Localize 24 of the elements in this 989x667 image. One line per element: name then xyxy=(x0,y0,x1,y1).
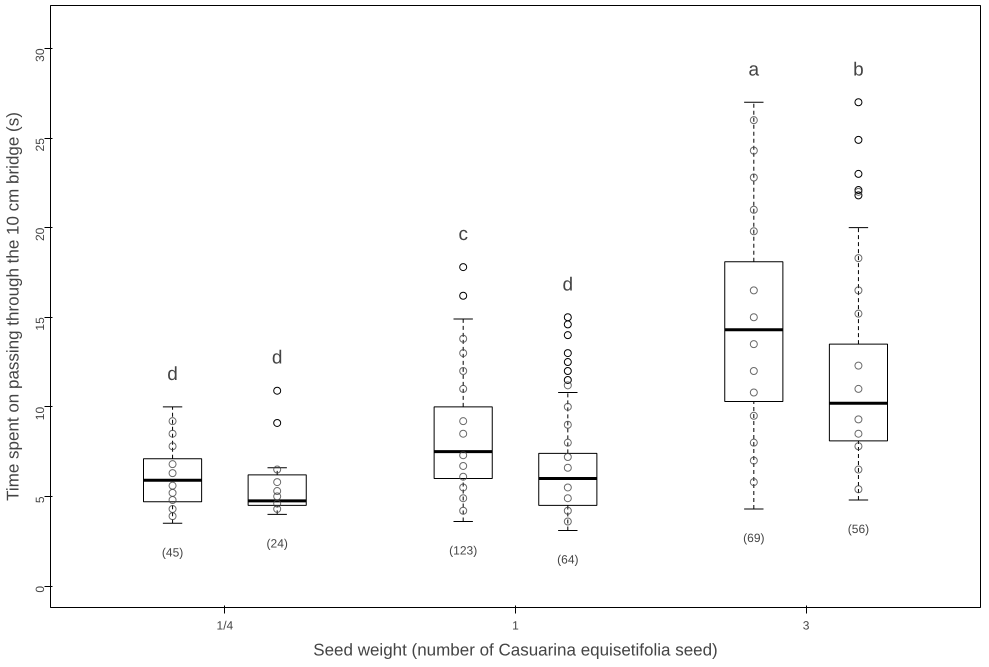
y-axis-title: Time spent on passing through the 10 cm bridge (s) xyxy=(4,112,22,501)
x-tick-label: 1/4 xyxy=(216,618,234,632)
y-tick-label: 15 xyxy=(33,316,47,331)
x-axis-title: Seed weight (number of Casuarina equisetifolia seed) xyxy=(313,640,718,660)
annotation: b xyxy=(853,59,864,80)
annotation: (123) xyxy=(449,544,478,558)
x-tick-label: 1 xyxy=(512,618,520,632)
annotation: a xyxy=(748,59,760,80)
y-tick-label: 0 xyxy=(33,586,47,593)
annotation: d xyxy=(272,348,282,369)
annotation: (56) xyxy=(848,522,870,536)
y-tick-label: 30 xyxy=(33,48,47,62)
annotation: c xyxy=(458,224,468,246)
x-tick-label: 3 xyxy=(802,618,810,632)
annotation: (45) xyxy=(162,545,184,560)
y-tick-label: 10 xyxy=(33,406,47,420)
annotation: d xyxy=(167,364,178,385)
y-tick-label: 25 xyxy=(33,138,47,152)
y-tick-label: 20 xyxy=(33,227,47,242)
annotation: d xyxy=(562,274,574,296)
annotation: (24) xyxy=(266,536,288,550)
annotation: (64) xyxy=(557,552,578,566)
y-tick-label: 5 xyxy=(33,496,47,504)
annotation: (69) xyxy=(743,530,764,545)
